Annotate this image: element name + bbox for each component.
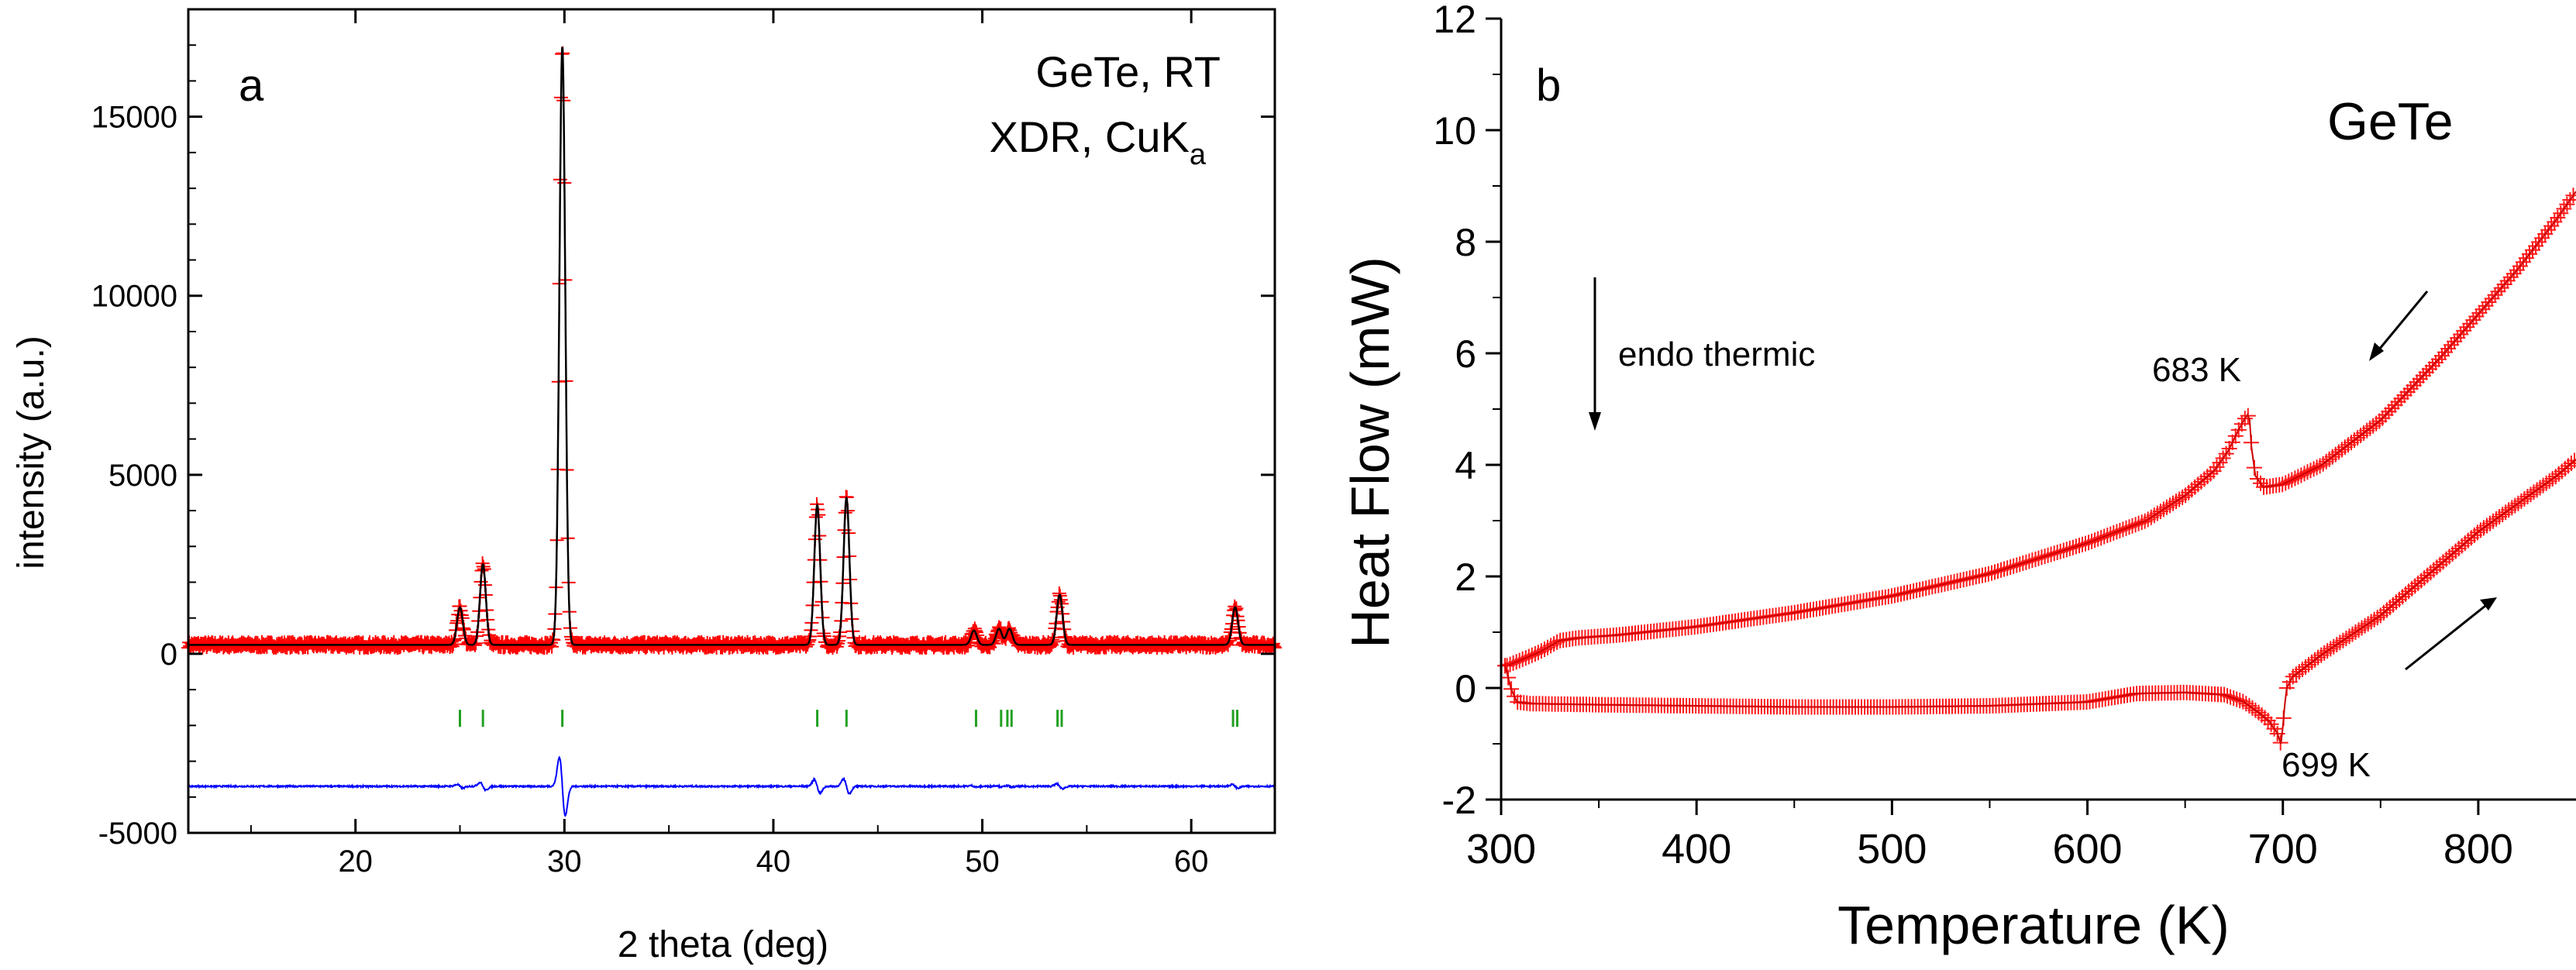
- panel-a-axes: 20 30 40 50 60 -5000 0 5000 10000 15000: [91, 8, 1276, 879]
- panel-a-annotation-sample: GeTe, RT: [1035, 47, 1221, 96]
- x-tick-label-50: 50: [965, 844, 1000, 879]
- panel-b-y-axis-label: Heat Flow (mW): [1340, 256, 1400, 648]
- y-tick-label-10000: 10000: [91, 280, 177, 314]
- x-tick-label-30: 30: [547, 844, 582, 879]
- b-y-tick-label-6: 6: [1455, 332, 1476, 376]
- difference-curve: [188, 755, 1276, 817]
- b-x-tick-label-400: 400: [1662, 826, 1731, 872]
- b-y-tick-label-4: 4: [1455, 444, 1476, 487]
- panel-a-chart: 20 30 40 50 60 -5000 0 5000 10000 15000 a GeTe, R…: [11, 8, 1282, 965]
- cooling-direction-arrow: [2369, 291, 2429, 361]
- heating-direction-arrow: [2405, 597, 2497, 671]
- panel-a-frame: [187, 8, 1276, 834]
- calculated-pattern: [188, 46, 1275, 646]
- cooling-curve: [1507, 191, 2576, 667]
- b-y-tick-label-10: 10: [1433, 109, 1476, 153]
- b-y-tick-label--2: -2: [1442, 779, 1476, 822]
- panel-b-letter: b: [1536, 60, 1561, 111]
- panel-b-title: GeTe: [2327, 92, 2454, 151]
- b-y-tick-label-8: 8: [1455, 221, 1476, 264]
- endo-thermic-label: endo thermic: [1618, 335, 1815, 373]
- b-x-tick-label-600: 600: [2052, 826, 2122, 872]
- b-x-tick-label-700: 700: [2248, 826, 2318, 872]
- panel-a-y-axis-label: intensity (a.u.): [11, 335, 52, 569]
- b-x-tick-label-500: 500: [1857, 826, 1927, 872]
- heating-peak-label: 699 K: [2282, 746, 2371, 784]
- panel-b-chart: 300 400 500 600 700 800 -2 0 2 4 6 8 10 12 b GeTe end…: [1340, 0, 2576, 955]
- y-tick-label-0: 0: [160, 638, 177, 672]
- radiation-label: XDR, CuK: [990, 112, 1190, 161]
- b-y-tick-label-0: 0: [1455, 667, 1476, 710]
- x-tick-label-40: 40: [756, 844, 791, 879]
- panel-b-plot-area: [1497, 187, 2576, 751]
- panel-a-letter: a: [239, 60, 264, 111]
- b-y-tick-label-12: 12: [1433, 0, 1476, 41]
- x-tick-label-60: 60: [1174, 844, 1209, 879]
- y-tick-label-5000: 5000: [108, 459, 177, 493]
- cooling-peak-label: 683 K: [2152, 351, 2241, 389]
- b-x-tick-label-800: 800: [2443, 826, 2513, 872]
- radiation-subscript: a: [1190, 139, 1207, 171]
- b-x-tick-label-300: 300: [1466, 826, 1536, 872]
- x-tick-label-20: 20: [338, 844, 373, 879]
- panel-a-plot-area: [181, 46, 1282, 817]
- panel-a-annotation-radiation: XDR, CuKa: [990, 112, 1207, 171]
- y-tick-label-15000: 15000: [91, 101, 177, 135]
- panel-b-axes: 300 400 500 600 700 800 -2 0 2 4 6 8 10 12: [1433, 0, 2576, 872]
- cooling-markers: [1499, 187, 2576, 674]
- b-y-tick-label-2: 2: [1455, 556, 1476, 599]
- endo-arrow: [1589, 277, 1601, 431]
- panel-a-x-axis-label: 2 theta (deg): [618, 924, 828, 965]
- y-tick-label--5000: -5000: [98, 817, 177, 851]
- heating-curve: [1504, 459, 2576, 745]
- panel-b-x-axis-label: Temperature (K): [1837, 895, 2230, 955]
